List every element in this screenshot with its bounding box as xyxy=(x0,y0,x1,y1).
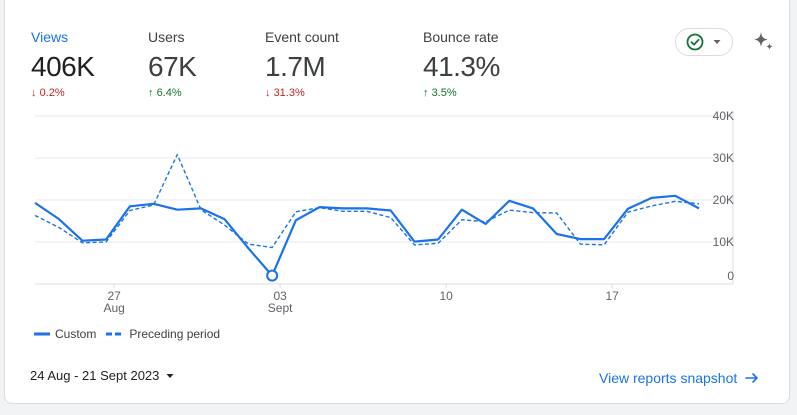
y-tick-label: 30K xyxy=(713,151,734,165)
metric-value: 67K xyxy=(148,51,197,82)
y-tick-label: 10K xyxy=(713,235,734,249)
metric-delta: ↓ 0.2% xyxy=(31,87,65,99)
down-arrow-icon: ↓ xyxy=(31,87,37,99)
legend-item-preceding: Preceding period xyxy=(106,327,220,341)
comparison-toggle-button[interactable] xyxy=(675,28,733,56)
metric-label: Views xyxy=(31,29,69,45)
metric-views[interactable]: Views 406K ↓ 0.2% xyxy=(31,28,95,100)
metric-delta: ↓ 31.3% xyxy=(265,87,305,99)
y-tick-label: 40K xyxy=(713,109,734,123)
legend-label: Custom xyxy=(55,327,97,341)
metric-event-count[interactable]: Event count 1.7M ↓ 31.3% xyxy=(265,28,339,100)
chart-legend: Custom Preceding period xyxy=(34,327,230,341)
solid-line-swatch xyxy=(34,332,50,336)
metric-label: Event count xyxy=(265,29,339,45)
legend-label: Preceding period xyxy=(129,327,221,341)
metric-label: Users xyxy=(148,29,185,45)
metric-delta: ↑ 3.5% xyxy=(423,87,457,99)
metric-bounce-rate[interactable]: Bounce rate 41.3% ↑ 3.5% xyxy=(423,28,500,100)
x-tick-label: 17 xyxy=(605,289,619,303)
view-reports-snapshot-link[interactable]: View reports snapshot xyxy=(599,370,759,386)
sparkle-icon xyxy=(754,32,773,50)
caret-down-icon xyxy=(166,373,174,378)
metric-value: 41.3% xyxy=(423,51,500,82)
x-tick-label: 03 xyxy=(273,289,287,303)
metric-value: 406K xyxy=(31,51,95,82)
legend-item-custom: Custom xyxy=(34,327,96,341)
arrow-right-icon xyxy=(745,373,759,383)
down-arrow-icon: ↓ xyxy=(265,87,271,99)
metric-delta: ↑ 6.4% xyxy=(148,87,182,99)
date-range-label: 24 Aug - 21 Sept 2023 xyxy=(30,368,160,383)
caret-down-icon xyxy=(713,40,721,44)
metric-value: 1.7M xyxy=(265,51,326,82)
x-tick-sublabel: Aug xyxy=(103,301,124,315)
check-circle-icon xyxy=(686,33,704,51)
up-arrow-icon: ↑ xyxy=(423,87,429,99)
highlight-point xyxy=(266,269,279,282)
x-tick-label: 10 xyxy=(439,289,453,303)
series-preceding-period xyxy=(34,153,700,249)
series-custom xyxy=(34,194,700,277)
metric-label: Bounce rate xyxy=(423,29,499,45)
x-tick-label: 27 xyxy=(107,289,121,303)
snapshot-link-label: View reports snapshot xyxy=(599,370,738,386)
up-arrow-icon: ↑ xyxy=(148,87,154,99)
insights-button[interactable] xyxy=(750,29,776,55)
date-range-selector[interactable]: 24 Aug - 21 Sept 2023 xyxy=(30,368,175,383)
y-tick-label: 0 xyxy=(727,269,734,283)
dashed-line-swatch xyxy=(106,332,125,336)
y-tick-label: 20K xyxy=(713,193,734,207)
overview-card xyxy=(4,0,790,404)
x-tick-sublabel: Sept xyxy=(268,301,293,315)
metric-users[interactable]: Users 67K ↑ 6.4% xyxy=(148,28,197,100)
